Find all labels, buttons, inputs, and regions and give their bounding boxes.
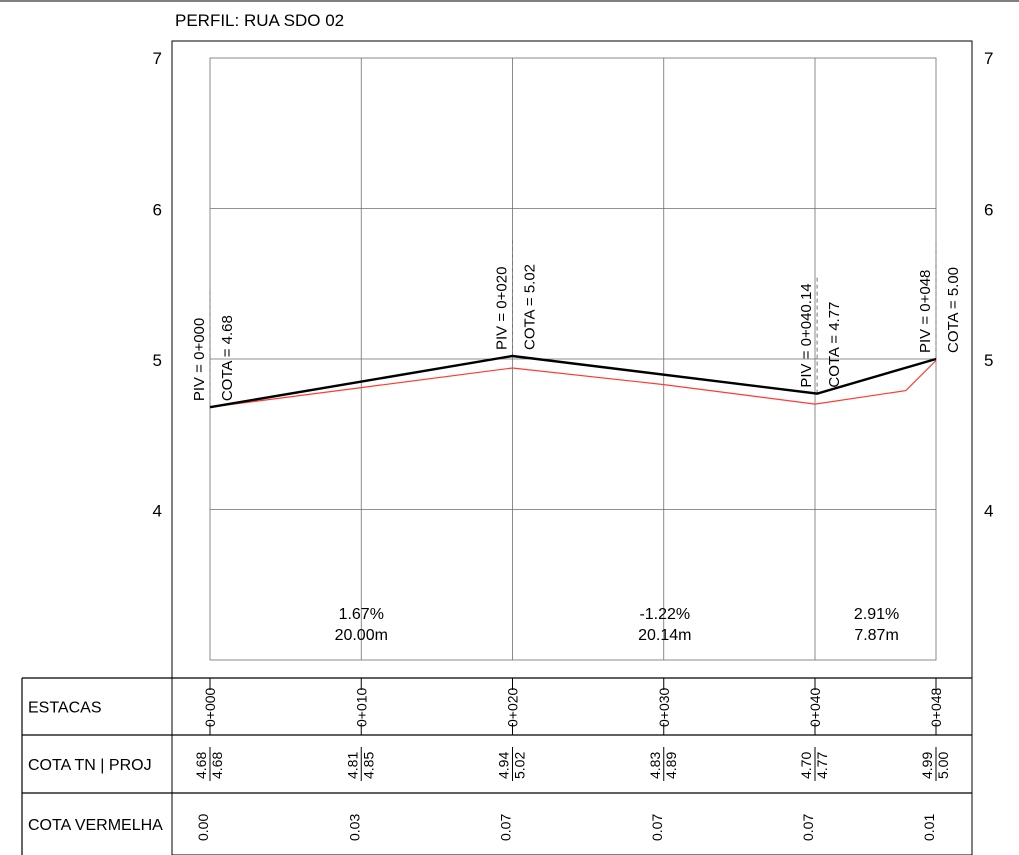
grade-percent-label: 2.91% bbox=[854, 606, 899, 623]
estaca-label: 0+010 bbox=[353, 687, 369, 727]
grade-percent-label: 1.67% bbox=[339, 606, 384, 623]
piv-elevation-label: COTA = 5.02 bbox=[522, 264, 539, 350]
y-tick-label-left: 4 bbox=[153, 502, 162, 521]
cota-vermelha-value: 0.07 bbox=[800, 814, 816, 841]
grade-percent-label: -1.22% bbox=[639, 606, 690, 623]
cota-vermelha-value: 0.07 bbox=[649, 814, 665, 841]
piv-station-label: PIV = 0+000 bbox=[191, 318, 208, 401]
grade-labels: 1.67% 20.00m -1.22% 20.14m 2.91% 7.87m bbox=[335, 606, 900, 644]
cota-tn-value: 4.81 bbox=[344, 752, 360, 779]
y-tick-label-right: 6 bbox=[984, 201, 993, 220]
cota-vermelha-value: 0.01 bbox=[921, 814, 937, 841]
y-tick-label-right: 4 bbox=[984, 502, 993, 521]
piv-elevation-label: COTA = 5.00 bbox=[945, 267, 962, 353]
grade-length-label: 7.87m bbox=[854, 627, 898, 644]
grade-length-label: 20.14m bbox=[638, 627, 691, 644]
cota-vermelha-value: 0.03 bbox=[346, 814, 362, 841]
piv-station-label: PIV = 0+020 bbox=[494, 267, 511, 350]
cota-proj-value: 5.00 bbox=[935, 752, 951, 779]
table-row-label: ESTACAS bbox=[28, 700, 102, 717]
estaca-label: 0+020 bbox=[505, 687, 521, 727]
table-row-label: COTA TN | PROJ bbox=[28, 757, 152, 774]
cota-proj-value: 4.77 bbox=[814, 752, 830, 779]
terrain-line bbox=[209, 360, 937, 408]
estaca-label: 0+040 bbox=[807, 687, 823, 727]
table-row-label: COTA VERMELHA bbox=[28, 817, 163, 834]
y-tick-label-right: 7 bbox=[984, 49, 993, 68]
profile-title: PERFIL: RUA SDO 02 bbox=[175, 11, 344, 30]
cota-tn-value: 4.94 bbox=[496, 752, 512, 779]
y-tick-label-left: 5 bbox=[153, 351, 162, 370]
station-table: ESTACAS COTA TN | PROJ COTA VERMELHA 0+000 4… bbox=[21, 677, 972, 855]
cota-proj-value: 4.89 bbox=[663, 752, 679, 779]
cota-proj-value: 5.02 bbox=[512, 752, 528, 779]
project-grade-line bbox=[209, 354, 937, 409]
grade-length-label: 20.00m bbox=[335, 627, 388, 644]
grid-layer bbox=[209, 57, 937, 661]
cota-vermelha-value: 0.07 bbox=[498, 814, 514, 841]
profile-frame bbox=[171, 40, 973, 855]
cota-tn-value: 4.99 bbox=[919, 752, 935, 779]
cota-tn-value: 4.83 bbox=[647, 752, 663, 779]
estaca-label: 0+048 bbox=[928, 687, 944, 727]
piv-labels: PIV = 0+000 COTA = 4.68 PIV = 0+020 COTA = … bbox=[191, 237, 962, 408]
cota-tn-value: 4.68 bbox=[193, 752, 209, 779]
cota-proj-value: 4.68 bbox=[209, 752, 225, 779]
profile-lines bbox=[209, 354, 937, 409]
piv-station-label: PIV = 0+040.14 bbox=[798, 283, 815, 387]
cota-proj-value: 4.85 bbox=[360, 752, 376, 779]
estaca-label: 0+030 bbox=[656, 687, 672, 727]
cota-vermelha-value: 0.00 bbox=[195, 814, 211, 841]
y-axis-ticks: 4 4 5 5 6 6 7 7 bbox=[153, 49, 994, 521]
piv-elevation-label: COTA = 4.68 bbox=[219, 315, 236, 401]
y-tick-label-left: 7 bbox=[153, 49, 162, 68]
piv-elevation-label: COTA = 4.77 bbox=[826, 302, 843, 388]
y-tick-label-left: 6 bbox=[153, 201, 162, 220]
cota-tn-value: 4.70 bbox=[798, 752, 814, 779]
piv-station-label: PIV = 0+048 bbox=[917, 270, 934, 353]
estaca-label: 0+000 bbox=[202, 687, 218, 727]
y-tick-label-right: 5 bbox=[984, 351, 993, 370]
